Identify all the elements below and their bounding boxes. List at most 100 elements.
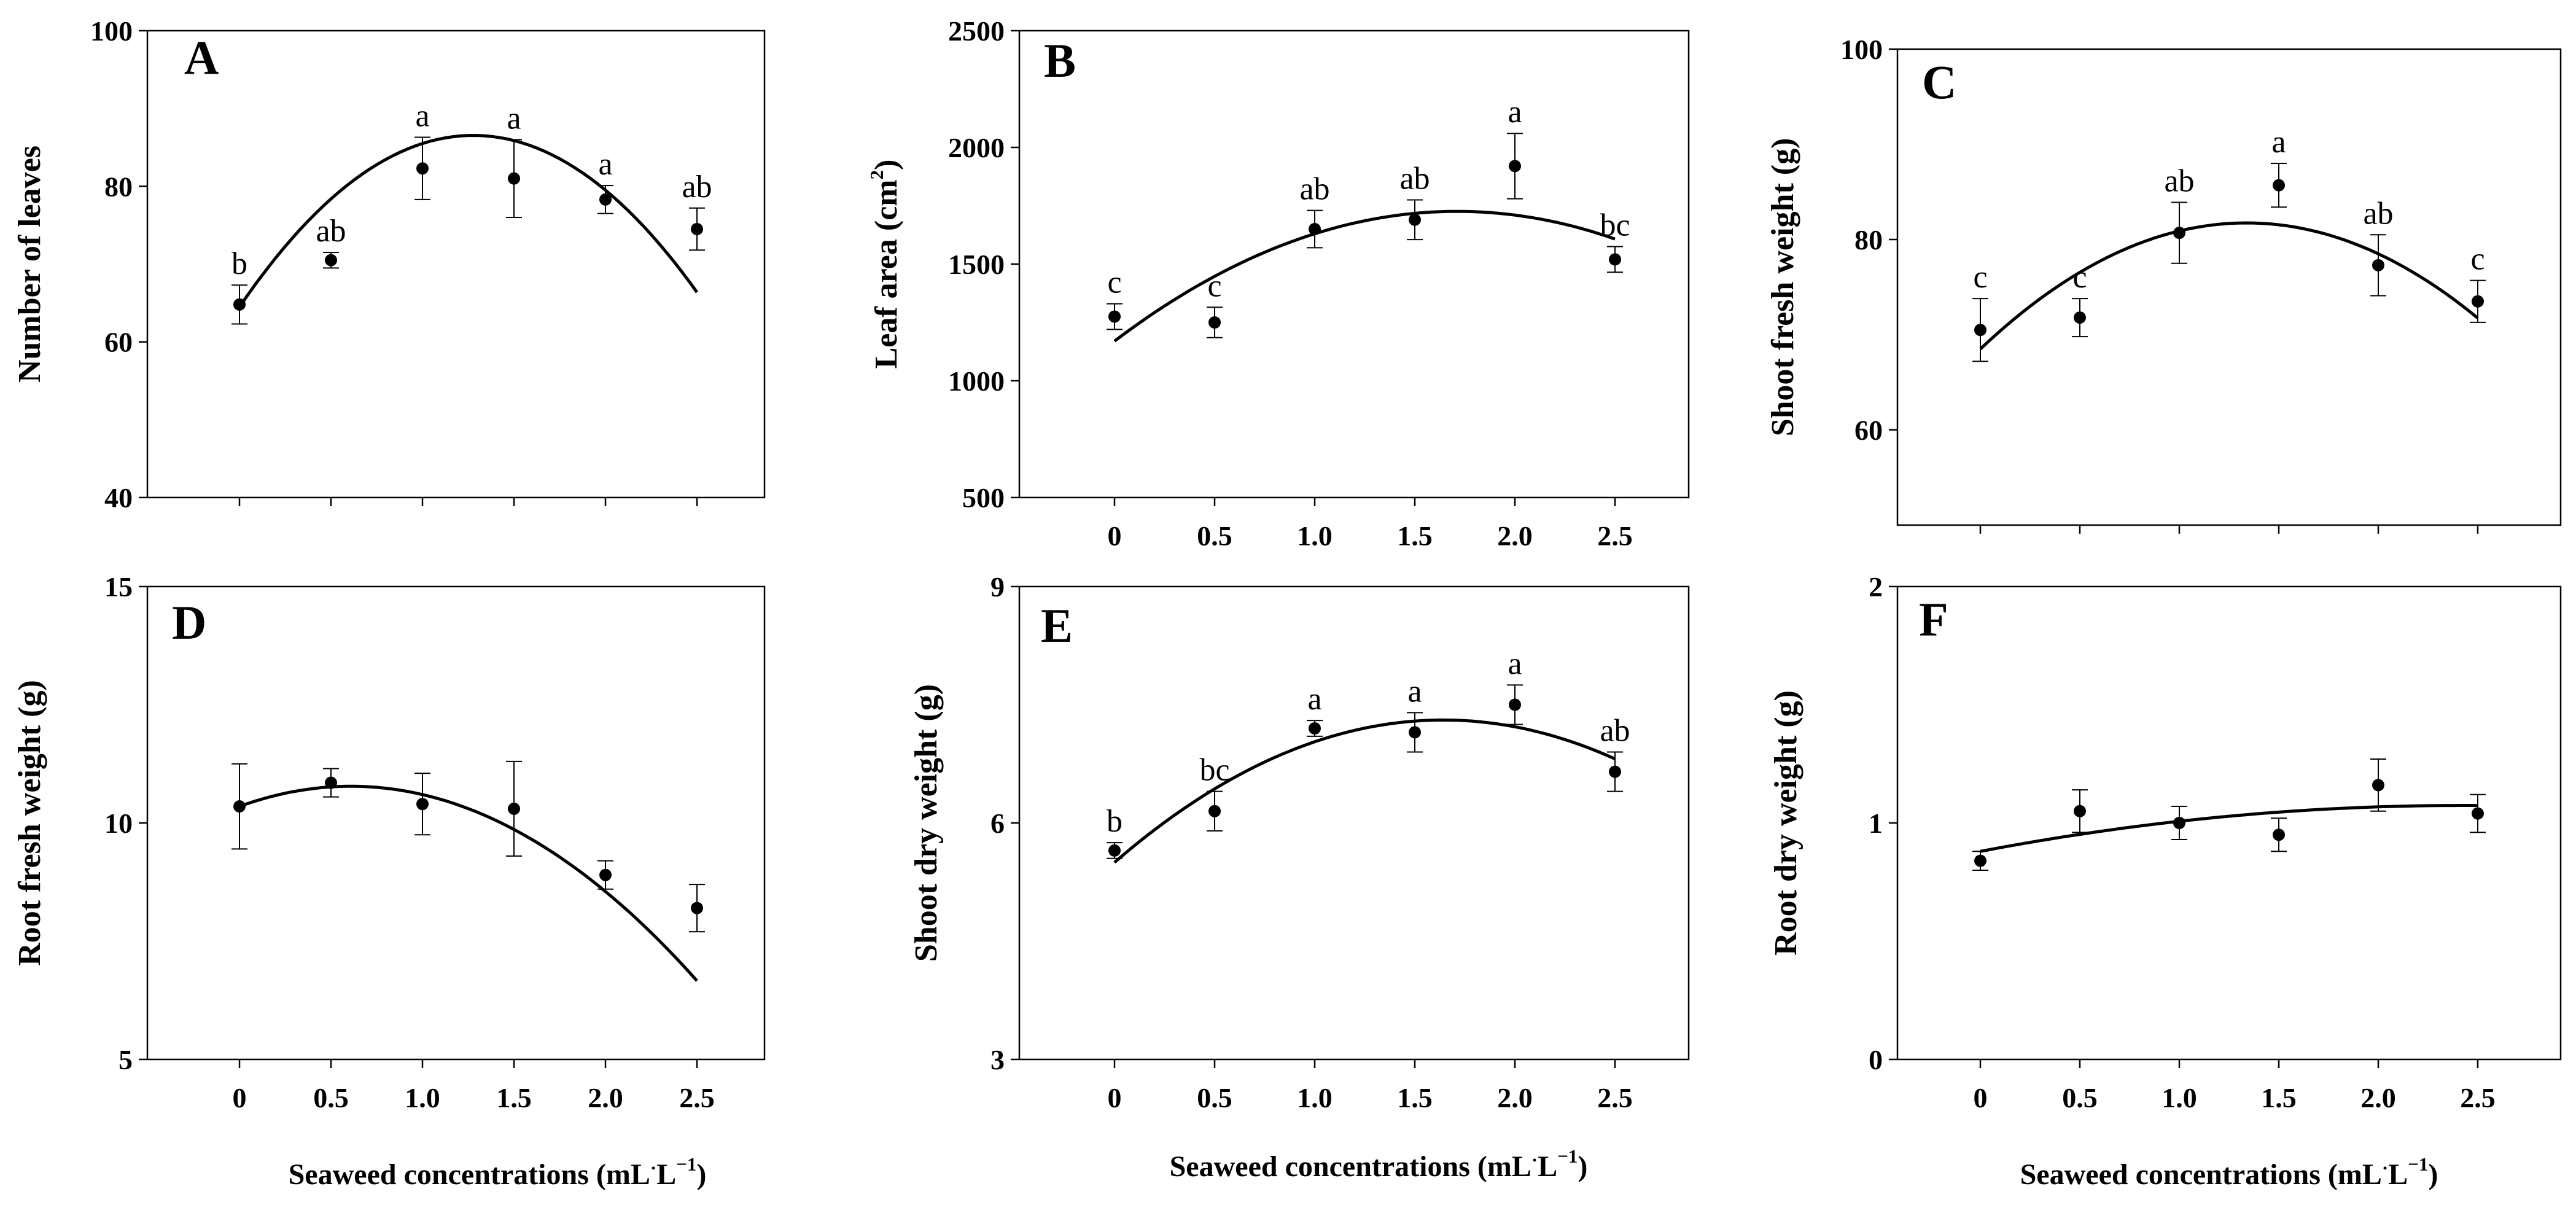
y-axis-label: Root dry weight (g) — [1769, 690, 1804, 956]
y-tick-label: 10 — [104, 808, 133, 839]
y-axis-label-text: Shoot dry weight (g) — [909, 684, 944, 962]
x-tick-label: 0 — [1108, 520, 1122, 551]
data-point — [416, 162, 429, 175]
data-point — [1208, 805, 1221, 817]
significance-letter: a — [507, 101, 521, 136]
y-tick-label: 6 — [990, 808, 1005, 839]
significance-letter: ab — [2164, 164, 2194, 199]
fit-curve — [1979, 221, 2479, 351]
data-point — [325, 776, 337, 789]
data-point — [2173, 227, 2185, 240]
panel-b: 500 1000 1500 2000 2500 0 0.5 1.0 1.5 2.0 2.5 c c ab a… — [866, 15, 1690, 551]
x-tick-label: 0 — [233, 1082, 247, 1113]
y-axis-label-text: Root dry weight (g) — [1769, 690, 1804, 956]
significance-letter: ab — [1299, 172, 1329, 207]
plot-frame — [1896, 585, 2562, 1061]
y-tick-label: 2500 — [948, 15, 1005, 47]
significance-letter: a — [1407, 674, 1422, 709]
fit-curve — [1113, 209, 1616, 343]
significance-letter: ab — [316, 214, 346, 249]
plot-frame — [1018, 29, 1690, 499]
x-tick-label: 1.5 — [1397, 520, 1433, 551]
significance-letter: c — [2072, 260, 2087, 295]
y-tick-label: 2 — [1869, 571, 1883, 602]
data-point — [416, 798, 429, 811]
y-axis-label: Root fresh weight (g) — [12, 680, 47, 966]
panel-letter: C — [1922, 55, 1956, 109]
significance-letter: a — [598, 147, 612, 182]
y-tick-label: 9 — [990, 571, 1005, 602]
significance-letter: ab — [1600, 714, 1630, 749]
data-point — [1108, 310, 1121, 323]
x-axis-label-close: ) — [1578, 1150, 1587, 1183]
data-point — [2372, 259, 2384, 271]
data-point — [2074, 805, 2086, 817]
x-tick-label: 1.5 — [2261, 1082, 2297, 1113]
y-tick-label: 100 — [90, 15, 133, 47]
x-axis-label-dot: · — [1531, 1149, 1538, 1171]
x-axis-label-dot: · — [2382, 1157, 2388, 1179]
y-tick-label: 500 — [962, 482, 1005, 513]
y-axis-label-close: ) — [869, 160, 904, 170]
data-point — [2173, 817, 2185, 829]
x-axis-label-sup: −1 — [1557, 1145, 1578, 1167]
data-point — [1609, 253, 1621, 266]
data-point — [2372, 779, 2384, 792]
y-tick-label: 3 — [990, 1044, 1005, 1075]
data-point — [233, 298, 246, 311]
significance-letter: bc — [1199, 753, 1229, 788]
x-tick-label: 0 — [1108, 1082, 1122, 1113]
data-point — [691, 902, 703, 914]
data-point — [233, 800, 246, 813]
y-tick-label: 5 — [119, 1044, 133, 1075]
x-tick-label: 2.5 — [1597, 1082, 1633, 1113]
x-axis-label-close: ) — [696, 1158, 706, 1191]
data-point — [599, 868, 612, 881]
x-tick-label: 2.5 — [679, 1082, 715, 1113]
x-axis-label: Seaweed concentrations (mL·L−1) — [2020, 1153, 2438, 1191]
data-point — [1409, 213, 1421, 226]
x-axis-label-unit: L — [656, 1158, 676, 1191]
data-point — [2472, 807, 2484, 820]
x-tick-label: 2.5 — [2460, 1082, 2496, 1113]
y-tick-label: 100 — [1840, 34, 1883, 65]
fit-curve — [239, 784, 698, 982]
significance-letter: ab — [2363, 196, 2393, 231]
x-tick-label: 2.0 — [1497, 520, 1533, 551]
x-tick-label: 2.0 — [1497, 1082, 1533, 1113]
y-axis-label: Number of leaves — [12, 146, 47, 383]
x-tick-label: 0.5 — [313, 1082, 349, 1113]
significance-letter: bc — [1600, 208, 1630, 243]
data-point — [1509, 160, 1521, 173]
x-axis-label-text: Seaweed concentrations (mL — [1170, 1150, 1531, 1183]
panel-d: 5 10 15 0 0.5 1.0 1.5 2.0 2.5 D Root fresh weight … — [12, 571, 766, 1191]
panel-letter: B — [1044, 34, 1076, 87]
significance-letter: ab — [682, 170, 712, 205]
x-tick-label: 0.5 — [2062, 1082, 2098, 1113]
x-axis-label: Seaweed concentrations (mL·L−1) — [1170, 1145, 1588, 1183]
y-axis-label-text: Shoot fresh weight (g) — [1765, 138, 1800, 437]
significance-letter: a — [2271, 125, 2286, 160]
data-point — [2273, 828, 2285, 841]
panel-letter: D — [172, 596, 206, 649]
plot-frame — [1896, 48, 2562, 526]
fit-curve — [238, 133, 699, 308]
x-tick-label: 2.0 — [2360, 1082, 2396, 1113]
data-point — [1974, 854, 1986, 867]
significance-letter: b — [1107, 804, 1123, 839]
significance-letter: c — [1107, 265, 1121, 300]
panel-letter: A — [184, 31, 219, 84]
y-tick-label: 80 — [1854, 224, 1883, 255]
y-axis-label-sup: 2 — [866, 170, 887, 180]
data-point — [2074, 311, 2086, 324]
data-point — [1309, 722, 1321, 735]
y-tick-label: 80 — [104, 171, 133, 202]
significance-letter: c — [2470, 242, 2485, 277]
x-tick-label: 1.0 — [1297, 520, 1333, 551]
y-tick-label: 1 — [1869, 808, 1883, 839]
y-tick-label: 1500 — [948, 249, 1005, 280]
data-point — [1974, 324, 1986, 337]
plot-frame — [146, 29, 766, 499]
x-axis-label-close: ) — [2428, 1158, 2438, 1191]
x-tick-label: 0 — [1974, 1082, 1988, 1113]
